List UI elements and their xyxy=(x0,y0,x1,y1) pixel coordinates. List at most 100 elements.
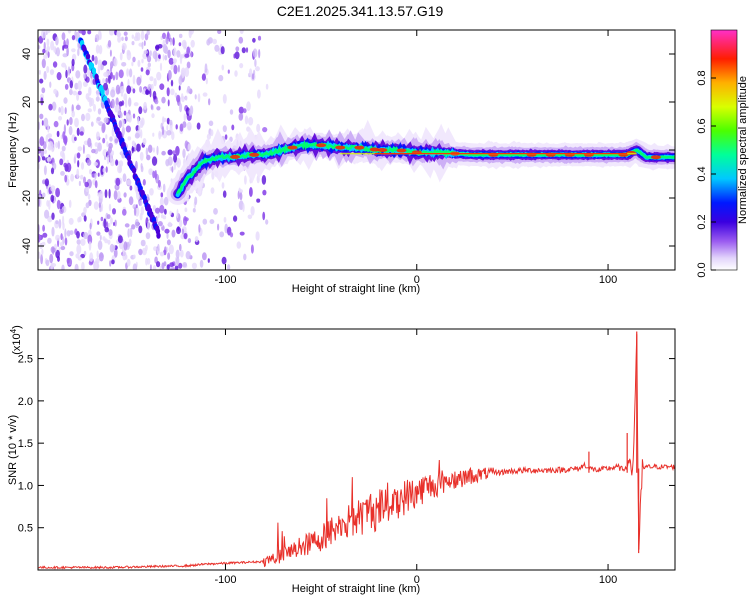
noise-speckle xyxy=(179,243,182,252)
noise-speckle xyxy=(222,94,227,104)
noise-speckle xyxy=(157,212,160,219)
snr-frame xyxy=(37,328,676,571)
snr-x-tick-label: -100 xyxy=(214,574,236,586)
noise-speckle xyxy=(45,49,48,56)
noise-speckle xyxy=(46,45,50,52)
noise-speckle xyxy=(71,48,76,53)
noise-speckle xyxy=(41,120,44,126)
noise-speckle xyxy=(138,199,143,207)
noise-speckle xyxy=(48,200,51,210)
noise-speckle xyxy=(63,97,68,104)
noise-speckle xyxy=(161,96,166,104)
noise-speckle xyxy=(152,147,155,153)
colorbar-label: Normalized spectral amplitude xyxy=(737,76,749,224)
colorbar-tick-label: 0.6 xyxy=(696,118,708,133)
noise-speckle xyxy=(61,264,65,270)
noise-speckle xyxy=(154,52,158,63)
noise-speckle xyxy=(116,30,121,38)
noise-speckle xyxy=(136,143,141,152)
noise-speckle xyxy=(149,50,152,57)
noise-speckle xyxy=(39,113,44,120)
noise-speckle xyxy=(83,206,87,214)
noise-speckle xyxy=(178,76,183,86)
noise-speckle xyxy=(108,203,112,212)
noise-speckle xyxy=(246,101,251,112)
noise-speckle xyxy=(265,219,269,225)
noise-speckle xyxy=(217,30,222,34)
diagonal-ridge-point xyxy=(126,154,132,162)
noise-speckle xyxy=(112,208,116,215)
noise-speckle xyxy=(62,222,65,231)
noise-speckle xyxy=(76,168,80,179)
noise-speckle xyxy=(170,79,174,87)
noise-speckle xyxy=(117,165,123,174)
noise-speckle xyxy=(108,229,113,236)
noise-speckle xyxy=(41,248,44,256)
noise-speckle xyxy=(132,263,138,270)
ridge-hotspot xyxy=(396,148,407,153)
noise-speckle xyxy=(223,216,227,223)
noise-speckle xyxy=(62,53,68,58)
noise-speckle xyxy=(218,74,224,82)
noise-speckle xyxy=(53,88,58,95)
noise-speckle xyxy=(62,131,66,140)
noise-speckle xyxy=(109,136,113,142)
noise-speckle xyxy=(146,30,150,36)
noise-speckle xyxy=(258,49,261,59)
noise-speckle xyxy=(119,112,123,119)
snr-x-tick-label: 100 xyxy=(599,574,617,586)
noise-speckle xyxy=(78,180,81,187)
noise-speckle xyxy=(126,49,131,56)
colorbar-gradient xyxy=(710,29,738,271)
noise-speckle xyxy=(122,173,127,183)
noise-speckle xyxy=(156,145,159,156)
noise-speckle xyxy=(169,262,175,268)
noise-speckle xyxy=(220,46,225,55)
noise-speckle xyxy=(83,176,86,184)
noise-speckle xyxy=(87,30,92,35)
noise-speckle xyxy=(167,31,170,40)
noise-speckle xyxy=(227,69,230,74)
noise-speckle xyxy=(113,222,115,226)
noise-speckle xyxy=(176,226,181,235)
noise-speckle xyxy=(144,33,149,41)
noise-speckle xyxy=(252,37,256,43)
noise-speckle xyxy=(217,223,220,231)
figure-title: C2E1.2025.341.13.57.G19 xyxy=(277,3,444,19)
noise-speckle xyxy=(219,231,225,238)
noise-speckle xyxy=(180,54,184,59)
noise-speckle xyxy=(85,76,90,83)
noise-speckle xyxy=(70,173,74,182)
noise-speckle xyxy=(60,150,65,157)
noise-speckle xyxy=(256,198,261,203)
noise-speckle xyxy=(64,228,67,238)
noise-speckle xyxy=(97,192,101,197)
noise-speckle xyxy=(104,227,110,233)
noise-speckle xyxy=(139,151,144,161)
noise-speckle xyxy=(38,233,41,243)
noise-speckle xyxy=(94,172,97,180)
noise-speckle xyxy=(149,88,152,98)
noise-speckle xyxy=(160,192,164,198)
noise-speckle xyxy=(151,156,158,166)
noise-speckle xyxy=(111,127,115,138)
noise-speckle xyxy=(194,94,197,100)
noise-speckle xyxy=(135,204,138,209)
noise-speckle xyxy=(69,117,73,125)
noise-speckle xyxy=(102,167,106,173)
noise-speckle xyxy=(66,162,72,173)
noise-speckle xyxy=(102,137,106,144)
noise-speckle xyxy=(242,203,245,212)
noise-speckle xyxy=(145,147,149,157)
noise-speckle xyxy=(105,166,108,173)
noise-speckle xyxy=(51,226,55,237)
noise-speckle xyxy=(161,262,165,270)
noise-speckle xyxy=(183,232,188,240)
noise-speckle xyxy=(229,109,234,115)
noise-speckle xyxy=(76,127,80,136)
noise-speckle xyxy=(181,69,185,79)
noise-speckle xyxy=(100,216,104,222)
noise-speckle xyxy=(126,85,132,94)
noise-speckle xyxy=(221,182,225,189)
colorbar-tick-label: 0.0 xyxy=(696,262,708,277)
